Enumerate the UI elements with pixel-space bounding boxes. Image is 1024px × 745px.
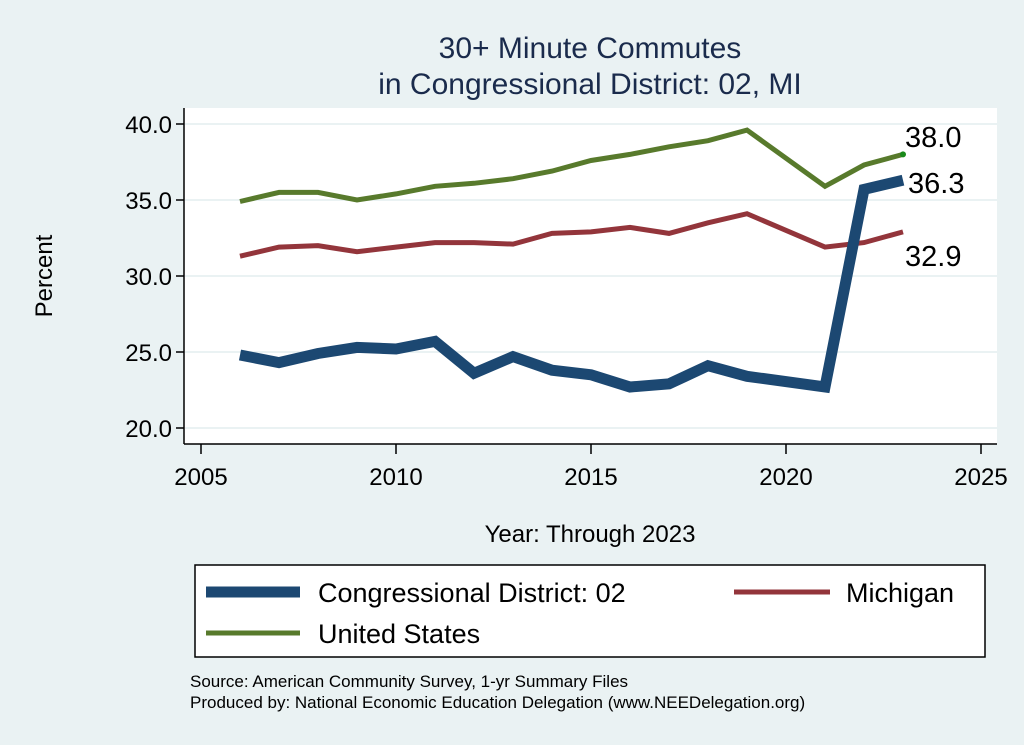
y-tick-label: 40.0 xyxy=(125,112,172,139)
y-tick-label: 25.0 xyxy=(125,340,172,367)
end-label-michigan: 32.9 xyxy=(905,241,961,273)
y-tick-label: 30.0 xyxy=(125,264,172,291)
x-tick-label: 2005 xyxy=(174,464,227,491)
series-group xyxy=(238,127,906,394)
chart-subtitle: in Congressional District: 02, MI xyxy=(378,68,802,101)
legend-label-district: Congressional District: 02 xyxy=(318,578,626,608)
producer-note: Produced by: National Economic Education… xyxy=(190,693,805,712)
legend-label-michigan: Michigan xyxy=(846,578,954,608)
x-axis-ticks: 2005 2010 2015 2020 2025 xyxy=(174,444,1008,491)
chart-title: 30+ Minute Commutes xyxy=(439,32,742,65)
legend-label-united-states: United States xyxy=(318,619,480,649)
legend-box xyxy=(194,564,986,658)
end-marker-united-states xyxy=(900,151,906,158)
legend: Congressional District: 02 Michigan Unit… xyxy=(194,564,986,658)
x-tick-label: 2020 xyxy=(759,464,812,491)
end-label-district: 36.3 xyxy=(908,168,964,200)
y-axis-ticks: 20.0 25.0 30.0 35.0 40.0 xyxy=(125,112,184,443)
x-tick-label: 2015 xyxy=(564,464,617,491)
y-tick-label: 20.0 xyxy=(125,416,172,443)
end-label-united-states: 38.0 xyxy=(905,122,961,154)
x-tick-label: 2010 xyxy=(369,464,422,491)
y-tick-label: 35.0 xyxy=(125,188,172,215)
x-tick-label: 2025 xyxy=(954,464,1007,491)
x-axis-title: Year: Through 2023 xyxy=(485,521,696,548)
source-note: Source: American Community Survey, 1-yr … xyxy=(190,672,628,691)
y-axis-title: Percent xyxy=(31,234,58,317)
